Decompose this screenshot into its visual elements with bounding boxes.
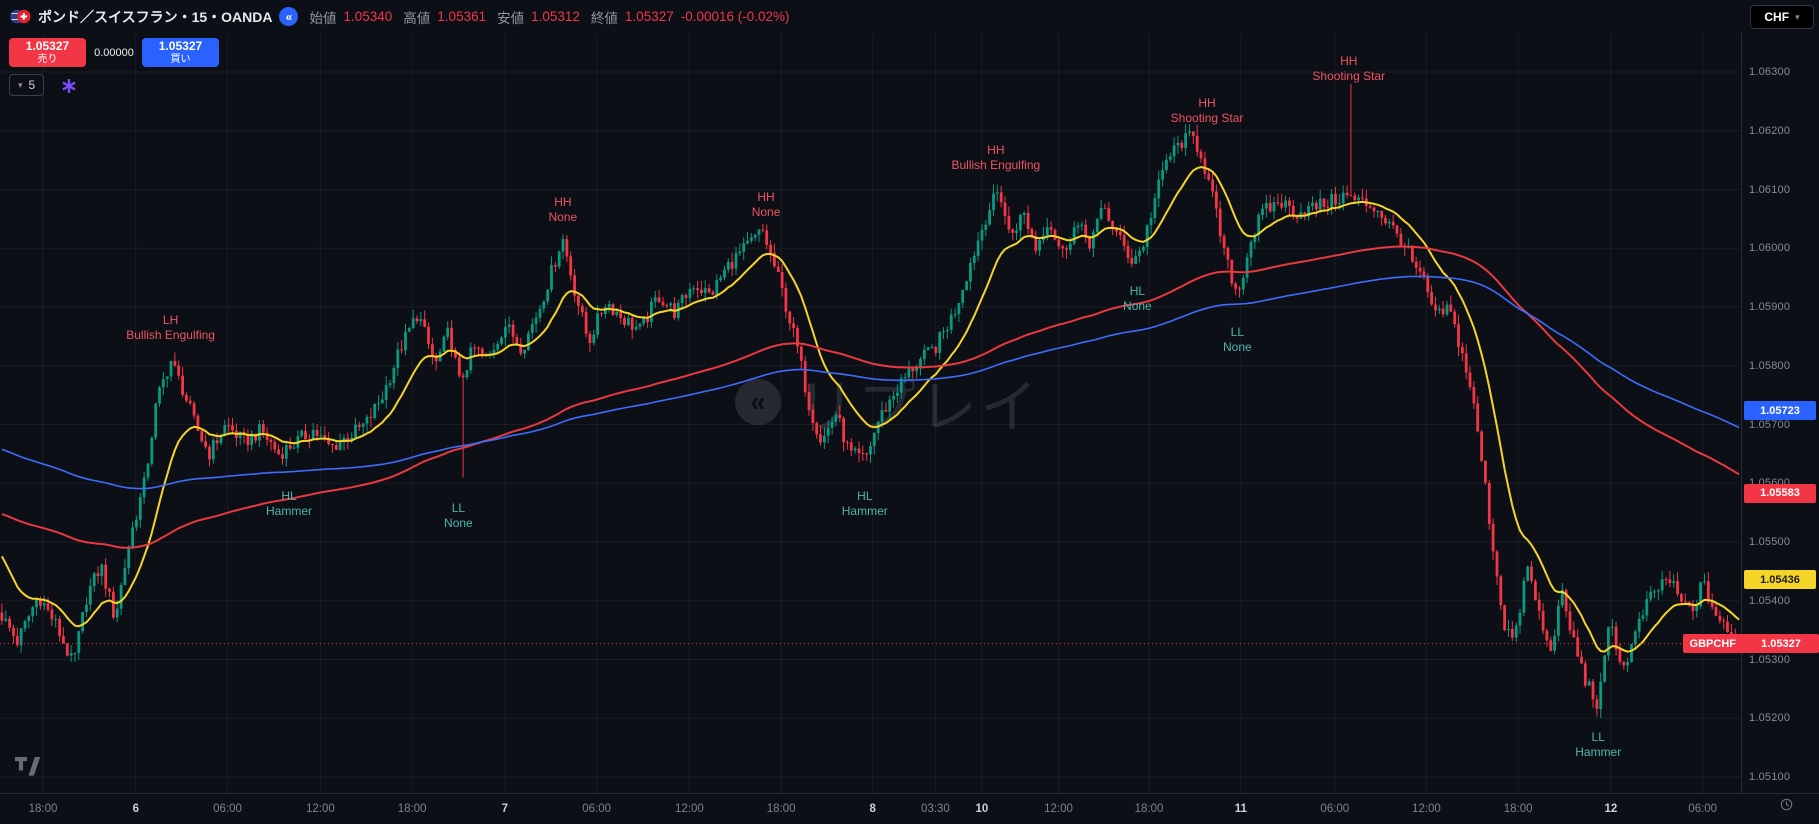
- open-label: 始値: [309, 10, 337, 26]
- time-tick-label: 12:00: [1044, 803, 1073, 815]
- time-tick-label: 12:00: [305, 803, 335, 815]
- chart-canvas[interactable]: [0, 0, 1741, 824]
- change-value: -0.00016 (-0.02%): [680, 9, 790, 24]
- time-tick-label: 18:00: [1134, 803, 1164, 815]
- time-tick-label: 06:00: [213, 803, 242, 815]
- price-tick-label: 1.05500: [1749, 536, 1791, 548]
- time-tick-label: 06:00: [582, 803, 612, 815]
- price-tick-label: 1.05800: [1749, 359, 1791, 372]
- price-tick-label: 1.05200: [1749, 712, 1791, 725]
- time-tick-label: 03:30: [921, 803, 950, 815]
- high-value: 1.05361: [437, 9, 487, 24]
- time-tick-label: 18:00: [766, 803, 796, 815]
- chevron-down-icon: ▾: [18, 79, 23, 90]
- time-tick-label: 12:00: [1412, 803, 1441, 815]
- price-tick-label: 1.06200: [1749, 124, 1791, 137]
- price-tick-label: 1.06100: [1749, 183, 1791, 196]
- price-scale[interactable]: 1.06300 1.06200 1.06100 1.06000 1.05900 1.058…: [1741, 33, 1819, 793]
- time-tick-label: 06:00: [1688, 803, 1718, 815]
- buy-label: 買い: [170, 53, 191, 65]
- currency-toggle-button[interactable]: CHF ▾: [1750, 5, 1814, 29]
- price-tick-label: 1.05300: [1749, 653, 1791, 666]
- high-label: 高値: [403, 10, 431, 26]
- clock-icon[interactable]: [1780, 798, 1793, 816]
- price-tick-label: 1.05600: [1749, 477, 1791, 490]
- legend-collapse-button[interactable]: ▾ 5: [9, 74, 45, 96]
- price-tick-label: 1.05900: [1749, 301, 1791, 313]
- time-tick-label: 11: [1234, 803, 1247, 815]
- time-tick-label: 12: [1604, 803, 1618, 815]
- price-tick-label: 1.06300: [1749, 66, 1791, 78]
- symbol-logo-icon: [10, 6, 31, 27]
- indicator-icon[interactable]: [62, 78, 76, 98]
- currency-label: CHF: [1764, 10, 1790, 24]
- buy-button[interactable]: 1.05327 買い: [142, 38, 219, 67]
- close-value: 1.05327: [624, 9, 674, 24]
- trade-panel: 1.05327 売り 0.00000 1.05327 買い: [9, 38, 219, 67]
- symbol-title[interactable]: ポンド／スイスフラン・15・OANDA: [38, 8, 273, 25]
- price-tick-label: 1.05400: [1749, 594, 1791, 607]
- open-value: 1.05340: [343, 9, 393, 24]
- spread-value: 0.00000: [94, 46, 134, 59]
- time-tick-label: 8: [869, 803, 876, 815]
- indicator-count: 5: [28, 78, 36, 92]
- close-label: 終値: [590, 10, 618, 26]
- price-tick-label: 1.06000: [1749, 242, 1791, 255]
- low-value: 1.05312: [531, 9, 580, 24]
- low-label: 安値: [497, 10, 525, 26]
- replay-mode-icon[interactable]: «: [279, 7, 299, 26]
- time-tick-label: 18:00: [1503, 803, 1533, 815]
- chart-header: ポンド／スイスフラン・15・OANDA « 始値 1.05340 高値 1.05…: [0, 0, 790, 33]
- price-tick-label: 1.05100: [1749, 771, 1791, 783]
- sell-price: 1.05327: [25, 38, 70, 53]
- buy-price: 1.05327: [158, 38, 203, 53]
- sell-button[interactable]: 1.05327 売り: [9, 38, 86, 67]
- tradingview-logo[interactable]: [15, 757, 41, 781]
- sell-label: 売り: [37, 53, 58, 65]
- time-tick-label: 7: [501, 803, 509, 815]
- chevron-down-icon: ▾: [1795, 11, 1800, 22]
- time-tick-label: 18:00: [397, 803, 427, 815]
- time-tick-label: 18:00: [28, 803, 58, 815]
- time-tick-label: 06:00: [1320, 803, 1350, 815]
- time-tick-label: 12:00: [675, 803, 704, 815]
- time-tick-label: 6: [132, 803, 139, 815]
- price-tick-label: 1.05700: [1749, 418, 1791, 431]
- time-scale[interactable]: 18:00 6 06:00 12:00 18:00 7 06:00 12:00 18:00 8 03…: [0, 793, 1819, 824]
- time-tick-label: 10: [975, 803, 989, 815]
